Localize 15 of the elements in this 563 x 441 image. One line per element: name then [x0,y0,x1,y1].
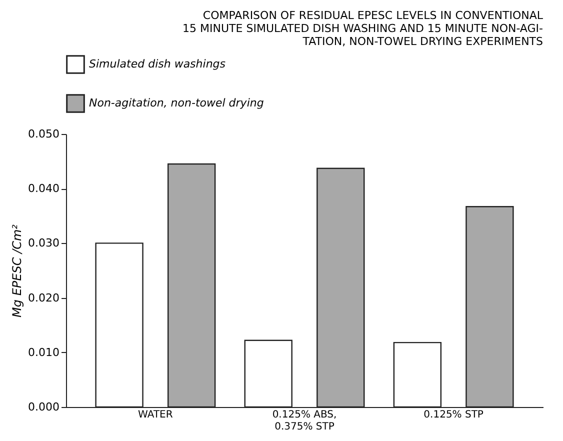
y-tick-label: 0.000 [28,400,60,414]
legend-label: Simulated dish washings [89,58,226,70]
text: COMPARISON OF RESIDUAL EPESC LEVELS IN CONVENTIONAL [202,9,543,22]
text: 15 MINUTE SIMULATED DISH WASHING AND 15 MINUTE NON-AGI- [182,22,543,35]
y-tick-label: 0.010 [28,346,60,359]
text: TATION, NON-TOWEL DRYING EXPERIMENTS [302,35,543,48]
x-tick-label: WATER [138,410,173,420]
y-axis-title: Mg EPESC /Cm² [10,224,24,318]
y-tick-label: 0.020 [28,291,60,304]
y-tick-label: 0.030 [28,236,60,250]
legend-label: Non-agitation, non-towel drying [89,96,264,110]
y-tick-label: 0.040 [28,182,60,196]
y-tick-label: 0.050 [28,128,60,140]
x-tick-label: 0.125% ABS, 0.375% STP [272,410,337,432]
x-tick-label: 0.125% STP [424,410,484,420]
